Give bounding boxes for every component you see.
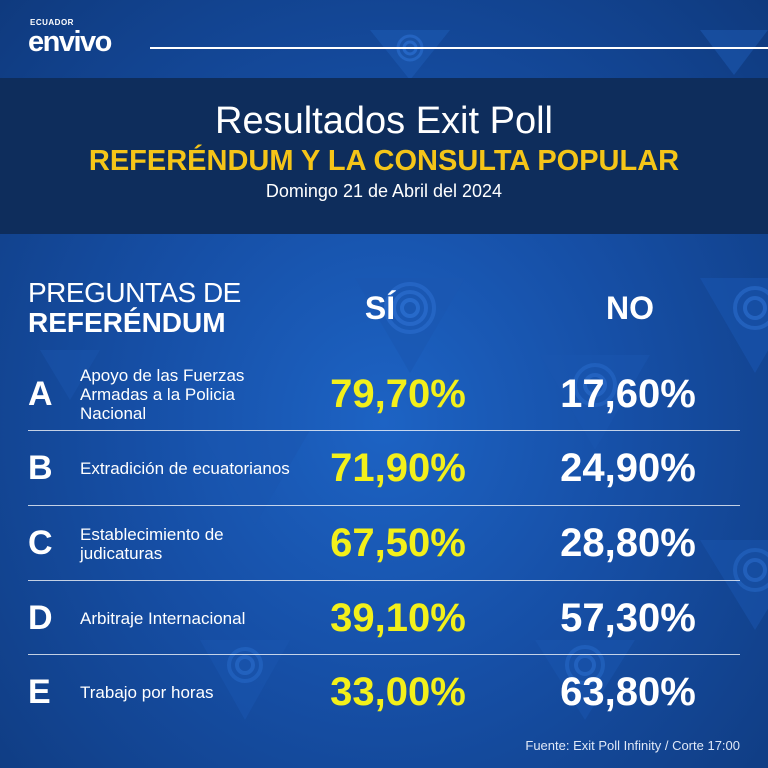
- row-si-value: 39,10%: [330, 596, 466, 640]
- questions-header-line2: REFERÉNDUM: [28, 307, 226, 338]
- row-si-value: 33,00%: [330, 670, 466, 714]
- row-si-value: 79,70%: [330, 372, 466, 416]
- table-row: B Extradición de ecuatorianos 71,90% 24,…: [28, 431, 740, 506]
- row-letter: B: [28, 449, 53, 487]
- row-question: Trabajo por horas: [80, 683, 214, 702]
- si-header: SÍ: [364, 290, 396, 326]
- page-subtitle: REFERÉNDUM Y LA CONSULTA POPULAR: [88, 145, 680, 177]
- table-row: E Trabajo por horas 33,00% 63,80%: [28, 655, 740, 730]
- table-row: C Establecimiento de judicaturas 67,50% …: [28, 506, 740, 581]
- row-divider: [28, 430, 740, 431]
- row-si-value: 71,90%: [330, 446, 466, 490]
- top-bar: ECUADOR envivo: [0, 0, 768, 78]
- title-band: Resultados Exit Poll REFERÉNDUM Y LA CON…: [0, 78, 768, 234]
- row-no-value: 57,30%: [560, 596, 696, 640]
- brand-logo: ECUADOR envivo: [28, 18, 112, 58]
- row-letter: C: [28, 524, 53, 562]
- row-question: Apoyo de las Fuerzas Armadas a la Polici…: [80, 366, 245, 423]
- page-date: Domingo 21 de Abril del 2024: [265, 181, 503, 201]
- row-no-value: 63,80%: [560, 670, 696, 714]
- row-divider: [28, 580, 740, 581]
- table-row: D Arbitraje Internacional 39,10% 57,30%: [28, 581, 740, 656]
- page-title: Resultados Exit Poll: [215, 100, 553, 142]
- row-no-value: 17,60%: [560, 372, 696, 416]
- row-question: Arbitraje Internacional: [80, 609, 246, 628]
- row-letter: E: [28, 673, 51, 711]
- row-letter: A: [28, 375, 53, 413]
- row-no-value: 24,90%: [560, 446, 696, 490]
- no-header: NO: [606, 290, 654, 326]
- row-no-value: 28,80%: [560, 521, 696, 565]
- row-question: Establecimiento de judicaturas: [80, 524, 224, 563]
- brand-name: envivo: [28, 26, 112, 58]
- row-divider: [28, 654, 740, 655]
- brand-country: ECUADOR: [30, 18, 74, 27]
- brand-divider: [150, 47, 768, 49]
- questions-header-line1: PREGUNTAS DE: [28, 277, 241, 308]
- row-question: Extradición de ecuatorianos: [80, 459, 290, 478]
- row-si-value: 67,50%: [330, 521, 466, 565]
- source-note: Fuente: Exit Poll Infinity / Corte 17:00: [525, 738, 740, 753]
- row-letter: D: [28, 599, 53, 637]
- table-row: A Apoyo de las Fuerzas Armadas a la Poli…: [28, 357, 740, 432]
- questions-header: PREGUNTAS DE REFERÉNDUM: [28, 278, 288, 338]
- row-divider: [28, 505, 740, 506]
